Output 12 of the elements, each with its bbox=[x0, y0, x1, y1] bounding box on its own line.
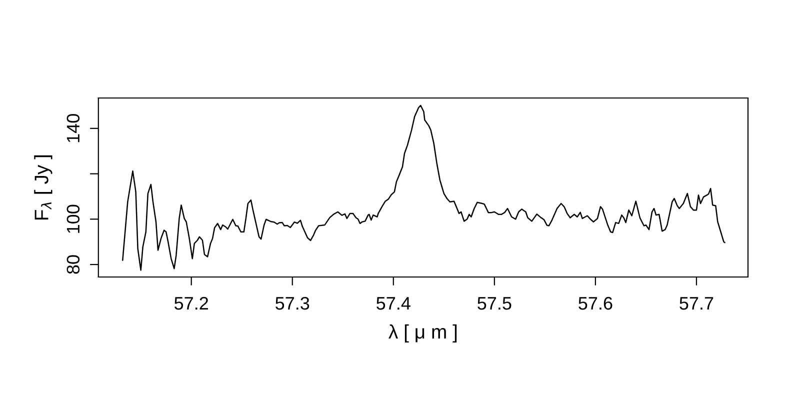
y-tick-label: 140 bbox=[66, 114, 80, 142]
line-series bbox=[122, 104, 726, 271]
x-axis-title: λ [ μ m ] bbox=[388, 324, 457, 343]
x-tick-label: 57.6 bbox=[578, 296, 612, 310]
y-axis-title: F$_{λ}$ [ Jy ] bbox=[34, 155, 52, 220]
x-tick-label: 57.2 bbox=[174, 296, 208, 310]
x-tick-label: 57.3 bbox=[276, 296, 310, 310]
x-tick-label: 57.4 bbox=[376, 297, 410, 310]
y-tick-label: 100 bbox=[66, 204, 80, 233]
x-tick-label: 57.7 bbox=[680, 297, 714, 310]
y-tick-label: 80 bbox=[66, 255, 80, 274]
x-tick-label: 57.5 bbox=[478, 297, 512, 310]
